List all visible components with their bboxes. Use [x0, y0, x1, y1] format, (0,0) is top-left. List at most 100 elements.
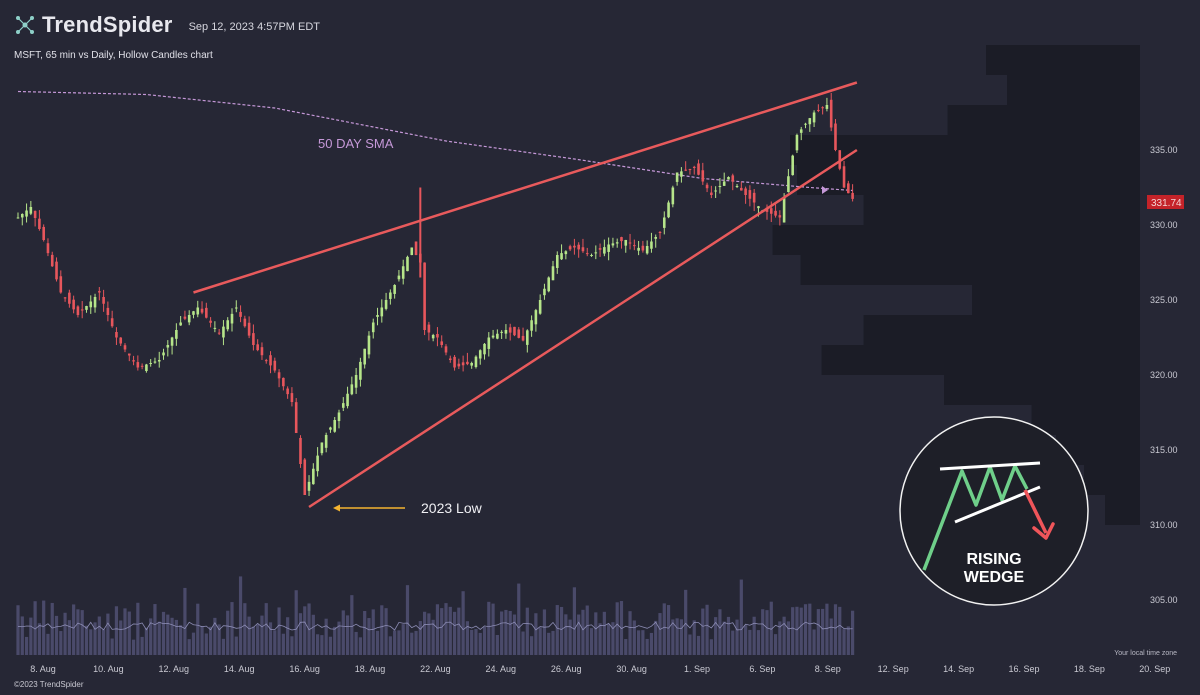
candle-body — [127, 353, 131, 356]
candle-body — [774, 210, 777, 216]
volume-bar — [59, 631, 63, 655]
candle-body — [491, 335, 495, 338]
volume-bar — [264, 603, 268, 655]
volume-bar — [183, 587, 187, 655]
x-tick-label: 12. Aug — [159, 664, 190, 674]
candle-body — [307, 481, 311, 491]
volume-bar — [161, 611, 166, 655]
candle-body — [393, 285, 396, 294]
candle-body — [192, 311, 195, 315]
candle-body — [718, 186, 722, 187]
volume-bar — [328, 636, 333, 655]
candle-body — [705, 184, 709, 189]
y-tick-label: 310.00 — [1150, 520, 1178, 530]
candle-body — [367, 335, 371, 355]
y-tick-label: 325.00 — [1150, 295, 1178, 305]
volume-bar — [243, 603, 247, 655]
candle-body — [187, 315, 191, 323]
candle-body — [299, 437, 302, 464]
volume-bar — [187, 639, 191, 655]
candle-body — [312, 468, 315, 485]
volume-bar — [119, 620, 123, 655]
volume-bar — [20, 616, 24, 655]
volume-bar — [320, 635, 324, 655]
volume-bar — [452, 611, 457, 655]
candle-body — [444, 346, 448, 353]
volume-bar — [555, 605, 559, 655]
volume-bar — [517, 583, 521, 655]
candle-body — [799, 129, 803, 133]
volume-profile-bar — [1105, 495, 1140, 525]
volume-bar — [131, 639, 136, 655]
volume-bar — [551, 630, 555, 655]
candle-body — [76, 306, 80, 315]
candle-body — [461, 362, 465, 366]
candle-body — [624, 240, 628, 246]
volume-bar — [791, 607, 795, 655]
candle-body — [611, 243, 615, 246]
volume-bar — [221, 638, 226, 655]
volume-bar — [37, 623, 41, 655]
volume-bar — [632, 620, 636, 655]
volume-bar — [345, 615, 350, 655]
candle-body — [63, 297, 67, 299]
candle-body — [157, 360, 161, 362]
volume-bar — [615, 602, 619, 655]
volume-bar — [765, 610, 769, 655]
volume-bar — [658, 613, 662, 655]
candle-body — [680, 171, 683, 177]
candle-body — [123, 345, 127, 350]
volume-bar — [525, 607, 529, 655]
candle-body — [273, 360, 277, 371]
y-tick-label: 330.00 — [1150, 220, 1178, 230]
candle-body — [294, 402, 298, 433]
candle-body — [821, 107, 824, 109]
wedge-breakdown — [1023, 489, 1048, 534]
volume-bar — [778, 621, 782, 655]
x-tick-label: 8. Aug — [30, 664, 56, 674]
volume-bar — [46, 633, 50, 655]
candle-body — [230, 313, 234, 324]
volume-bar — [166, 614, 170, 655]
volume-bar — [568, 619, 572, 655]
volume-bar — [594, 612, 598, 655]
candle-body — [804, 123, 807, 125]
x-tick-label: 24. Aug — [486, 664, 517, 674]
volume-bar — [478, 632, 482, 655]
volume-bar — [268, 622, 273, 655]
sma-label: 50 DAY SMA — [318, 136, 394, 151]
volume-bar — [191, 632, 196, 655]
candle-body — [115, 331, 118, 338]
volume-bar — [226, 610, 230, 655]
volume-bar — [521, 631, 525, 655]
volume-bar — [427, 613, 431, 655]
candle-body — [598, 248, 602, 250]
candle-body — [179, 322, 182, 326]
volume-bar — [290, 636, 294, 655]
volume-bar — [204, 633, 208, 655]
candle-body — [89, 301, 93, 308]
volume-bar — [842, 629, 846, 655]
candle-body — [316, 455, 319, 472]
candle-body — [825, 105, 829, 109]
volume-bar — [106, 613, 110, 655]
volume-bar — [675, 618, 679, 655]
volume-bar — [127, 611, 131, 655]
candle-body — [290, 393, 294, 402]
volume-bar — [196, 603, 200, 655]
volume-bar — [611, 622, 615, 655]
volume-bar — [795, 606, 799, 655]
candle-body — [834, 123, 837, 150]
candle-body — [205, 307, 208, 318]
last-price-label: 331.74 — [1151, 198, 1182, 209]
x-tick-label: 22. Aug — [420, 664, 451, 674]
candle-body — [239, 311, 242, 317]
volume-bar — [739, 579, 743, 655]
volume-bar — [709, 639, 713, 655]
volume-bar — [84, 625, 89, 655]
candle-body — [551, 266, 555, 281]
candle-body — [521, 335, 525, 341]
candle-body — [209, 320, 212, 323]
candle-body — [42, 226, 45, 240]
